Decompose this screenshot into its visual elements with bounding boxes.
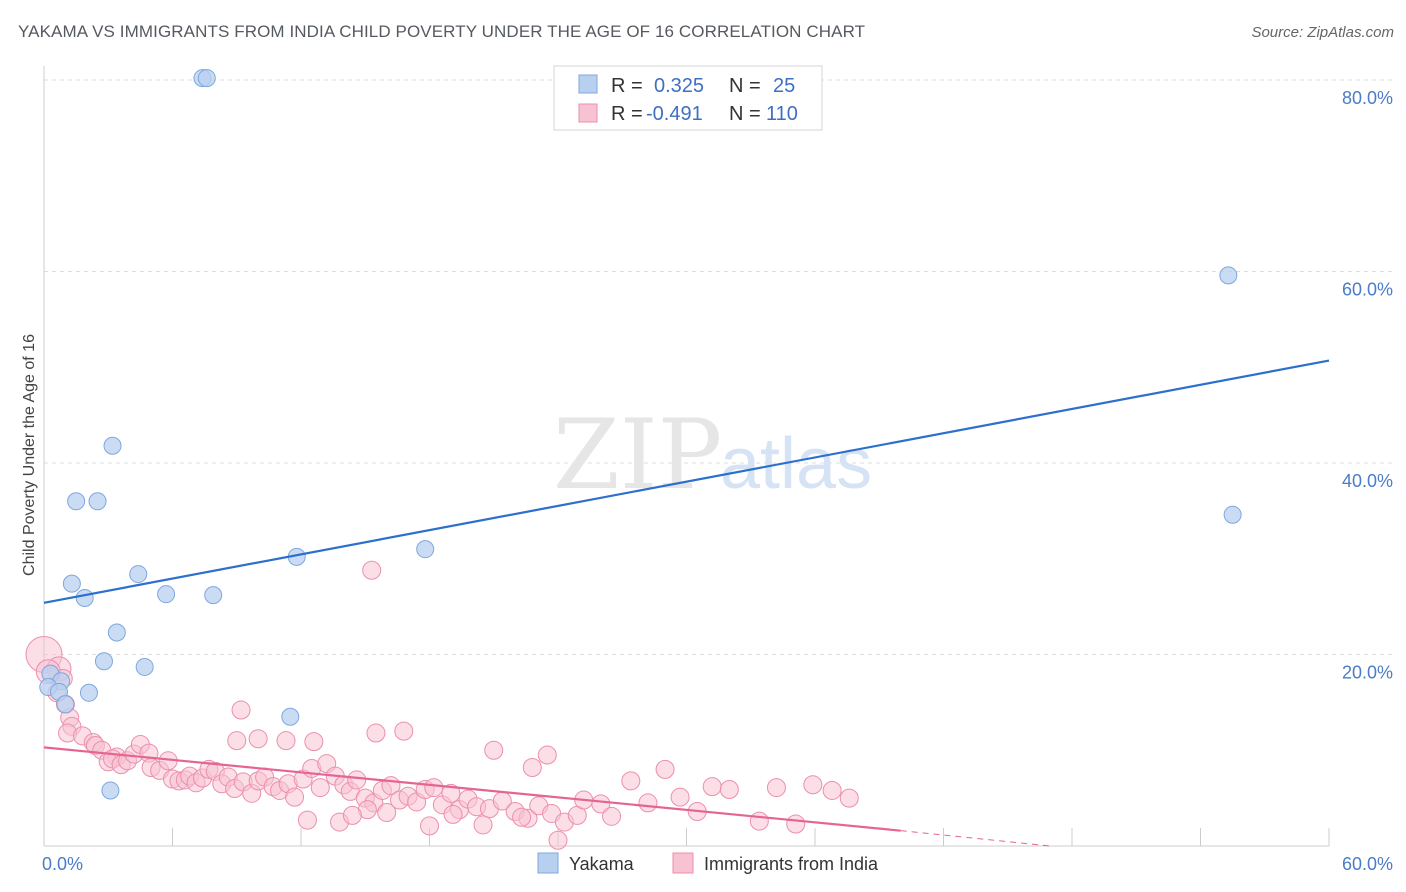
yakama-point <box>75 589 94 608</box>
india-point <box>362 560 382 580</box>
india-point <box>591 794 611 814</box>
india-point <box>822 780 842 800</box>
legend-r-value-india: -0.491 <box>646 103 703 125</box>
source-note: Source: ZipAtlas.com <box>1251 24 1394 41</box>
yakama-point <box>88 492 107 511</box>
bottom-legend-label-india: Immigrants from India <box>704 854 879 874</box>
india-point <box>621 771 641 791</box>
gridlines <box>44 79 1392 655</box>
chart-title: YAKAMA VS IMMIGRANTS FROM INDIA CHILD PO… <box>18 22 866 41</box>
bottom-legend-swatch-yakama <box>537 852 559 874</box>
yakama-points <box>39 69 1242 800</box>
y-tick-label: 80.0% <box>1342 88 1393 108</box>
india-point <box>366 723 386 743</box>
india-point <box>786 814 806 834</box>
india-point <box>342 805 362 825</box>
bottom-legend: Yakama Immigrants from India <box>537 852 879 874</box>
india-point <box>420 816 439 836</box>
india-point <box>702 777 722 797</box>
india-point <box>670 787 690 807</box>
legend-n-label-yakama: N = <box>729 75 761 97</box>
india-point <box>548 830 568 850</box>
watermark-zip: ZIP <box>553 399 722 511</box>
yakama-point <box>103 436 122 455</box>
bottom-legend-label-yakama: Yakama <box>569 854 635 874</box>
yakama-point <box>197 69 216 88</box>
india-point <box>248 729 268 749</box>
yakama-point <box>1223 505 1242 524</box>
india-point <box>719 780 739 800</box>
yakama-point <box>107 623 126 642</box>
india-point <box>484 740 504 760</box>
x-tick-label: 0.0% <box>42 854 83 874</box>
india-point <box>310 778 330 798</box>
india-point <box>276 731 296 751</box>
yakama-point <box>101 781 120 800</box>
trend-lines <box>43 359 1330 847</box>
india-point <box>638 793 658 813</box>
india-point <box>766 778 786 798</box>
india-point <box>522 757 542 777</box>
y-tick-label: 60.0% <box>1342 280 1393 300</box>
legend-swatch-india <box>578 103 598 123</box>
legend: R = 0.325 N = 25 R = -0.491 N = 110 <box>553 65 823 131</box>
legend-n-value-india: 110 <box>766 103 798 125</box>
india-point <box>749 811 769 831</box>
yakama-point <box>94 652 113 671</box>
axes <box>43 66 1330 847</box>
yakama-point <box>416 540 435 559</box>
yakama-trend-line <box>43 359 1330 604</box>
india-point <box>377 802 397 822</box>
yakama-point <box>62 574 81 593</box>
watermark-atlas: atlas <box>720 424 872 504</box>
india-point <box>227 731 247 751</box>
legend-n-value-yakama: 25 <box>773 75 795 97</box>
india-point <box>231 700 251 720</box>
watermark: ZIP atlas <box>553 399 872 511</box>
legend-box <box>553 65 823 131</box>
yakama-point <box>67 492 86 511</box>
legend-r-value-yakama: 0.325 <box>654 75 704 97</box>
india-point <box>441 783 461 803</box>
india-point <box>473 815 493 835</box>
india-point <box>297 810 317 830</box>
tick-labels: 20.0% 40.0% 60.0% 80.0% 0.0% 60.0% <box>42 88 1393 874</box>
india-point <box>602 806 622 826</box>
bottom-legend-swatch-india <box>672 852 694 874</box>
india-point <box>655 759 675 779</box>
y-tick-label: 20.0% <box>1342 663 1393 683</box>
india-point <box>512 807 532 827</box>
india-point <box>537 745 557 765</box>
yakama-point <box>56 695 75 714</box>
yakama-point <box>79 683 98 702</box>
yakama-point <box>1219 266 1238 285</box>
legend-r-label-india: R = <box>611 103 643 125</box>
y-tick-label: 40.0% <box>1342 471 1393 491</box>
india-point <box>424 778 444 798</box>
yakama-point <box>281 707 300 726</box>
india-point <box>839 788 859 808</box>
india-points <box>25 560 859 850</box>
india-point <box>347 770 367 790</box>
y-axis-label: Child Poverty Under the Age of 16 <box>21 334 38 576</box>
x-tick-label: 60.0% <box>1342 854 1393 874</box>
yakama-point <box>204 586 223 605</box>
yakama-point <box>129 565 148 584</box>
india-point <box>394 721 414 741</box>
legend-swatch-yakama <box>578 74 598 94</box>
india-trend-line <box>43 746 901 832</box>
india-point <box>443 804 463 824</box>
india-trend-extension <box>900 830 1051 847</box>
legend-r-label-yakama: R = <box>611 75 643 97</box>
india-point <box>304 732 324 752</box>
yakama-point <box>157 585 176 604</box>
india-point <box>803 775 823 795</box>
yakama-point <box>135 657 154 676</box>
india-point <box>285 787 305 807</box>
legend-n-label-india: N = <box>729 103 761 125</box>
